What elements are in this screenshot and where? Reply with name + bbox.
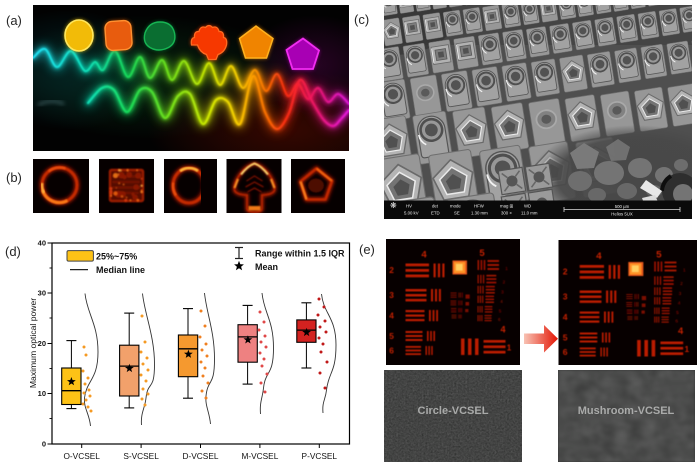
svg-text:Helios 5UX: Helios 5UX	[611, 212, 633, 217]
svg-text:mag ⊞: mag ⊞	[500, 204, 513, 209]
svg-text:2: 2	[389, 265, 394, 275]
svg-text:1: 1	[683, 268, 686, 273]
svg-text:4: 4	[678, 301, 681, 306]
svg-text:6: 6	[563, 347, 568, 357]
svg-text:3: 3	[679, 291, 682, 296]
svg-text:2: 2	[503, 279, 506, 284]
svg-text:25%~75%: 25%~75%	[96, 252, 137, 262]
svg-text:❋: ❋	[390, 201, 397, 210]
svg-text:HV: HV	[406, 204, 412, 209]
svg-text:30: 30	[38, 289, 46, 298]
svg-text:ETD: ETD	[431, 211, 440, 216]
svg-text:500 µm: 500 µm	[615, 204, 630, 209]
svg-text:20: 20	[38, 339, 46, 348]
svg-text:4: 4	[500, 299, 503, 304]
svg-text:SE: SE	[454, 211, 460, 216]
svg-text:5: 5	[656, 250, 662, 261]
svg-text:Mean: Mean	[255, 262, 278, 272]
svg-text:3: 3	[563, 292, 568, 302]
svg-text:4: 4	[500, 325, 505, 335]
svg-text:5: 5	[479, 248, 485, 259]
svg-text:D-VCSEL: D-VCSEL	[183, 451, 219, 461]
svg-text:10: 10	[38, 389, 46, 398]
svg-text:6: 6	[389, 345, 394, 355]
svg-text:Circle-VCSEL: Circle-VCSEL	[418, 405, 489, 417]
svg-text:3: 3	[389, 290, 394, 300]
svg-text:1: 1	[505, 266, 508, 271]
svg-text:Median line: Median line	[96, 265, 145, 275]
svg-text:mode: mode	[450, 204, 461, 209]
svg-text:4: 4	[389, 310, 394, 320]
svg-text:3: 3	[501, 290, 504, 295]
svg-text:5: 5	[563, 332, 568, 342]
svg-text:O-VCSEL: O-VCSEL	[63, 451, 100, 461]
svg-text:0: 0	[42, 440, 46, 449]
svg-text:2: 2	[680, 281, 683, 286]
svg-text:11.0 mm: 11.0 mm	[521, 211, 538, 216]
svg-text:4: 4	[678, 326, 684, 336]
svg-text:2: 2	[563, 267, 568, 277]
svg-text:1: 1	[507, 344, 512, 353]
svg-text:Range within 1.5 IQR: Range within 1.5 IQR	[255, 248, 345, 258]
svg-text:P-VCSEL: P-VCSEL	[302, 451, 338, 461]
svg-text:WD: WD	[524, 204, 531, 209]
svg-text:4: 4	[421, 250, 427, 261]
svg-text:Mushroom-VCSEL: Mushroom-VCSEL	[578, 405, 675, 417]
svg-text:Maximum optical power: Maximum optical power	[28, 298, 38, 388]
svg-text:6: 6	[675, 319, 678, 324]
svg-text:5: 5	[389, 331, 394, 341]
svg-text:1: 1	[685, 345, 690, 354]
svg-text:5: 5	[676, 310, 679, 315]
svg-text:HFW: HFW	[474, 204, 485, 209]
svg-text:M-VCSEL: M-VCSEL	[241, 451, 278, 461]
svg-text:4: 4	[563, 312, 568, 322]
svg-text:5: 5	[499, 309, 502, 314]
svg-text:5.00 kV: 5.00 kV	[404, 211, 419, 216]
svg-text:40: 40	[38, 239, 46, 248]
svg-text:4: 4	[596, 251, 602, 262]
svg-text:1.30 mm: 1.30 mm	[471, 211, 488, 216]
svg-text:300 ×: 300 ×	[501, 211, 512, 216]
svg-text:det: det	[432, 204, 439, 209]
svg-text:S-VCSEL: S-VCSEL	[123, 451, 159, 461]
svg-text:6: 6	[498, 317, 501, 322]
